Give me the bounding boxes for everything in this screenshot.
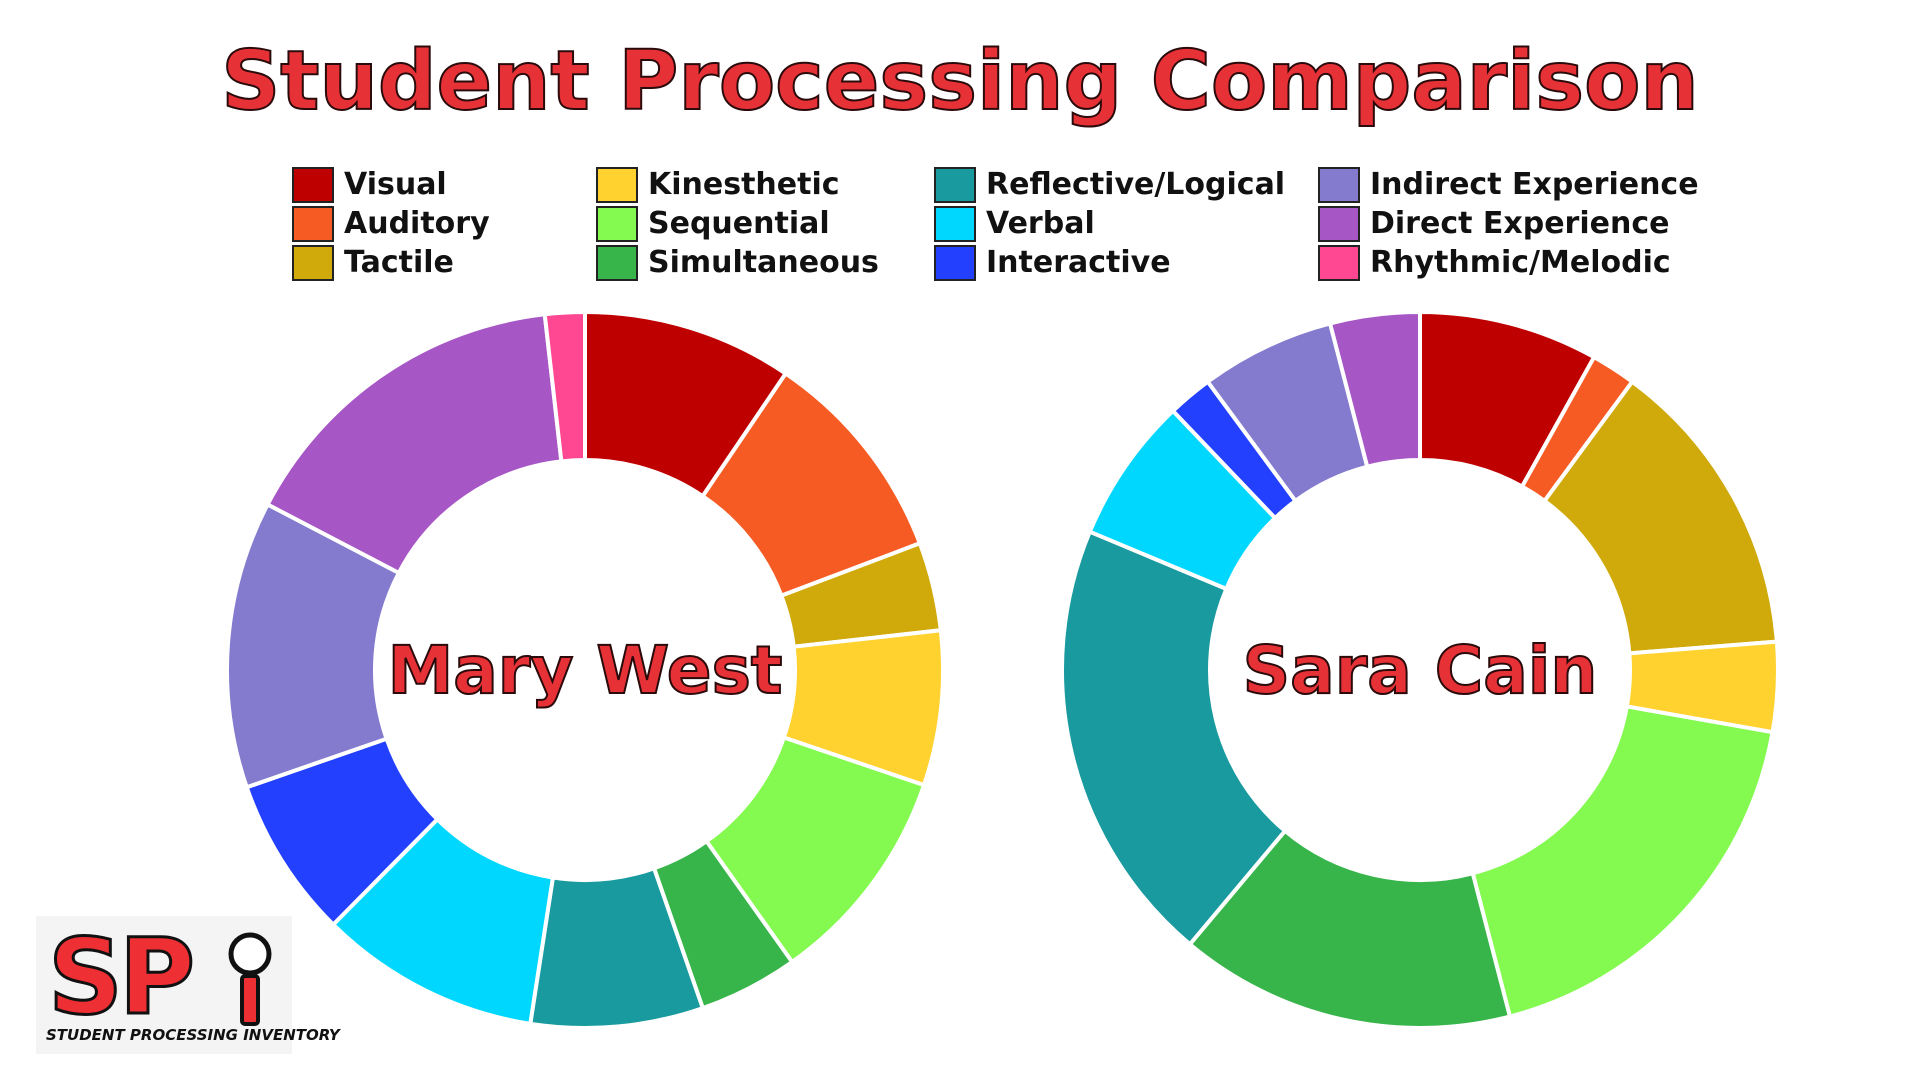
legend-item: Kinesthetic <box>596 165 879 204</box>
legend-label: Indirect Experience <box>1370 167 1699 202</box>
legend-item: Interactive <box>934 243 1285 282</box>
page-title: Student Processing Comparison <box>220 33 1700 130</box>
legend-item: Auditory <box>292 204 490 243</box>
legend-swatch <box>292 205 334 242</box>
legend-swatch <box>596 166 638 203</box>
legend-swatch <box>292 166 334 203</box>
legend-label: Auditory <box>344 206 490 241</box>
legend-swatch <box>1318 205 1360 242</box>
legend-label: Simultaneous <box>648 245 879 280</box>
legend-label: Rhythmic/Melodic <box>1370 245 1671 280</box>
logo-letters: SP <box>46 915 196 1040</box>
legend-column: Reflective/Logical Verbal Interactive <box>934 165 1285 282</box>
legend-label: Visual <box>344 167 447 202</box>
slice-sequential <box>1470 704 1775 1019</box>
legend-item: Verbal <box>934 204 1285 243</box>
legend-swatch <box>1318 166 1360 203</box>
legend-column: Kinesthetic Sequential Simultaneous <box>596 165 879 282</box>
legend-label: Direct Experience <box>1370 206 1670 241</box>
legend-swatch <box>596 244 638 281</box>
legend-item: Direct Experience <box>1318 204 1699 243</box>
spi-logo: SP STUDENT PROCESSING INVENTORY <box>36 915 340 1054</box>
legend-swatch <box>934 244 976 281</box>
legend-item: Sequential <box>596 204 879 243</box>
donut-chart: Sara Cain <box>1060 310 1780 1030</box>
legend-item: Indirect Experience <box>1318 165 1699 204</box>
legend-item: Visual <box>292 165 490 204</box>
legend-swatch <box>1318 244 1360 281</box>
slice-rhythmic-melodic <box>542 310 587 464</box>
legend-swatch <box>934 205 976 242</box>
legend-swatch <box>292 244 334 281</box>
legend-swatch <box>596 205 638 242</box>
donut-center-label: Sara Cain <box>1243 632 1598 709</box>
legend-item: Tactile <box>292 243 490 282</box>
donut-chart: Mary West <box>225 310 945 1030</box>
legend-label: Interactive <box>986 245 1171 280</box>
legend-item: Reflective/Logical <box>934 165 1285 204</box>
legend-label: Tactile <box>344 245 454 280</box>
legend-label: Verbal <box>986 206 1095 241</box>
slice-direct-experience <box>1328 310 1422 469</box>
legend: Visual Auditory Tactile Kinesthetic Sequenti… <box>0 165 1920 285</box>
slice-tactile <box>1542 379 1779 656</box>
slice-simultaneous <box>1187 828 1512 1030</box>
magnifier-icon <box>228 932 272 1026</box>
legend-item: Rhythmic/Melodic <box>1318 243 1699 282</box>
donut-center-label: Mary West <box>388 632 783 709</box>
legend-label: Sequential <box>648 206 830 241</box>
slice-direct-experience <box>265 312 564 575</box>
legend-item: Simultaneous <box>596 243 879 282</box>
legend-swatch <box>934 166 976 203</box>
legend-label: Reflective/Logical <box>986 167 1286 202</box>
legend-column: Indirect Experience Direct Experience Rhyt… <box>1318 165 1699 282</box>
slice-reflective-logical <box>1060 529 1288 947</box>
logo-tagline: STUDENT PROCESSING INVENTORY <box>46 1026 340 1044</box>
legend-label: Kinesthetic <box>648 167 840 202</box>
legend-column: Visual Auditory Tactile <box>292 165 490 282</box>
